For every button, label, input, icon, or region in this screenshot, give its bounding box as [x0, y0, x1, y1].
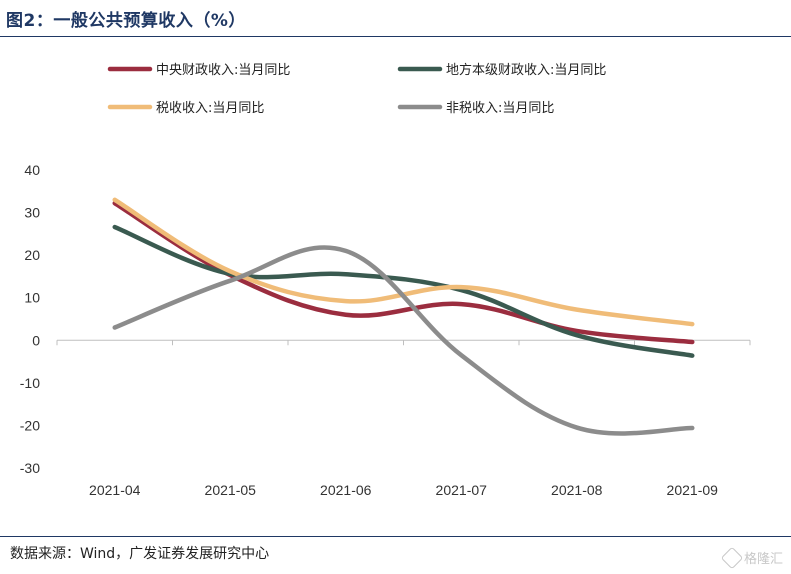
y-axis: 40 30 20 10 0 -10 -20 -30 [20, 162, 40, 476]
source-note: 数据来源：Wind，广发证券发展研究中心 [10, 546, 270, 562]
glh-logo-icon [720, 546, 744, 569]
series-line-3 [112, 197, 695, 327]
series-lines [112, 197, 695, 436]
chart-title: 图2：一般公共预算收入（%） [6, 11, 246, 31]
x-tick-label: 2021-05 [205, 482, 257, 498]
x-tick-label: 2021-04 [89, 482, 141, 498]
legend-label: 税收收入:当月同比 [156, 101, 264, 116]
series-line-4 [112, 245, 695, 436]
watermark-text: 格隆汇 [743, 552, 783, 567]
y-tick-label: -30 [20, 460, 40, 476]
x-tick-label: 2021-07 [436, 482, 488, 498]
legend-label: 非税收入:当月同比 [446, 101, 554, 116]
legend-item: 中央财政收入:当月同比 [107, 63, 290, 78]
bottom-divider [0, 536, 791, 537]
y-tick-label: 0 [32, 332, 40, 348]
y-tick-label: -10 [20, 375, 40, 391]
y-tick-label: 30 [24, 205, 40, 221]
legend-label: 中央财政收入:当月同比 [156, 63, 290, 78]
legend-item: 地方本级财政收入:当月同比 [397, 62, 606, 78]
y-tick-label: 10 [24, 290, 40, 306]
x-tick-label: 2021-06 [320, 482, 372, 498]
series-line-2 [112, 224, 695, 358]
watermark: 格隆汇 [720, 546, 783, 569]
y-tick-label: 20 [24, 247, 40, 263]
y-tick-label: -20 [20, 417, 40, 433]
y-tick-label: 40 [24, 162, 40, 178]
x-tick-label: 2021-08 [551, 482, 603, 498]
series-line-1 [112, 200, 695, 345]
legend-item: 非税收入:当月同比 [397, 101, 554, 116]
legend-item: 税收收入:当月同比 [107, 101, 264, 116]
x-axis: 2021-04 2021-05 2021-06 2021-07 2021-08 2021-… [56, 339, 751, 498]
x-tick-label: 2021-09 [667, 482, 719, 498]
top-divider [0, 36, 791, 37]
legend-label: 地方本级财政收入:当月同比 [446, 62, 606, 78]
